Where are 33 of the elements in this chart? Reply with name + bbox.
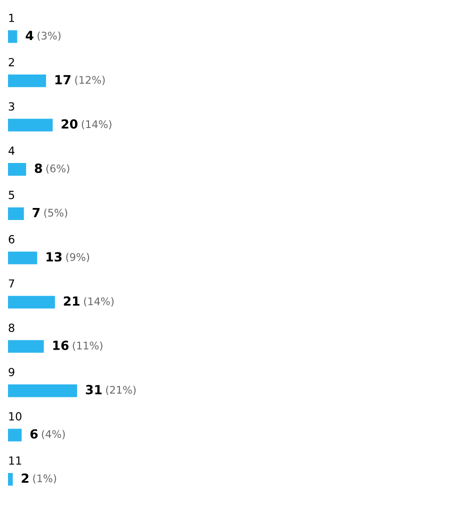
y-tick-label: 8 [8, 324, 14, 332]
bar [8, 340, 44, 353]
bar [8, 252, 38, 264]
y-tick-label: 5 [8, 190, 14, 200]
data-label: 7 (5%) [32, 208, 68, 218]
y-tick-label: 3 [8, 102, 14, 111]
data-label: 17 (12%) [55, 75, 105, 86]
data-label: 8 (6%) [34, 164, 70, 174]
data-label: 6 (4%) [30, 429, 65, 440]
y-tick-label: 1 [9, 14, 14, 22]
bar [8, 163, 26, 176]
bar [8, 30, 18, 43]
data-label: 4 (3%) [26, 30, 60, 41]
y-tick-label: 7 [8, 279, 14, 288]
bar [8, 296, 55, 309]
data-label: 13 (9%) [46, 252, 90, 262]
bar [8, 118, 53, 132]
data-label: 2 (1%) [22, 473, 56, 484]
y-tick-label: 9 [8, 368, 14, 376]
bar [8, 472, 13, 486]
data-label: 31 (21%) [86, 384, 136, 395]
y-tick-label: 2 [8, 58, 14, 66]
bar [8, 428, 22, 442]
y-tick-label: 6 [8, 235, 14, 244]
data-label: 16 (11%) [53, 340, 102, 351]
data-label: 20 (14%) [62, 119, 112, 130]
bar [8, 207, 24, 220]
y-tick-label: 11 [9, 456, 22, 465]
y-tick-label: 4 [8, 146, 14, 155]
y-tick-label: 10 [9, 412, 22, 421]
data-label: 21 (14%) [64, 296, 114, 306]
bar [8, 384, 78, 398]
bar [8, 74, 46, 88]
